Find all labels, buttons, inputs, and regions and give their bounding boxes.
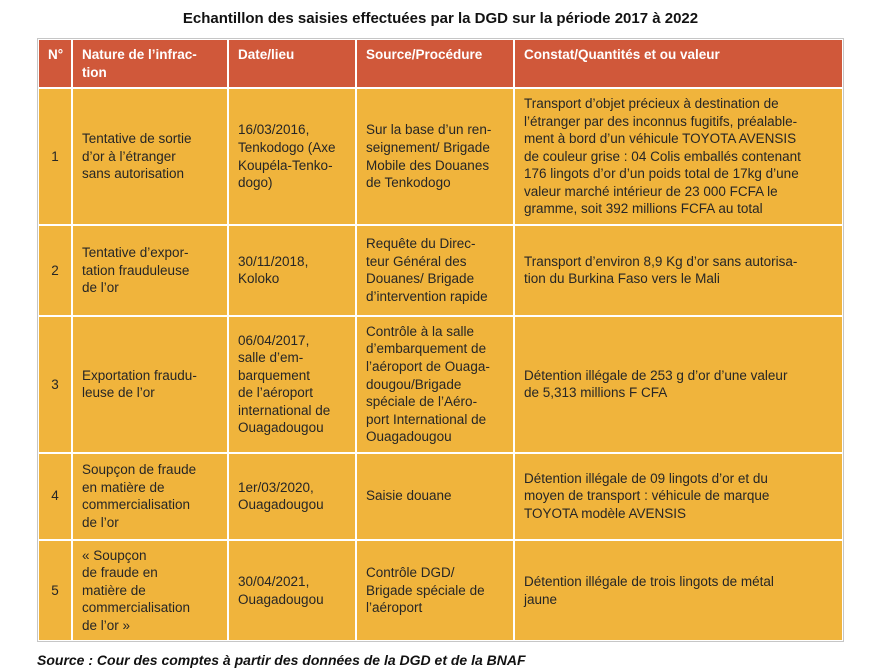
column-header-nature: Nature de l’infrac- tion [72, 39, 228, 89]
cell-source: Contrôle à la salle d’embarquement de l’… [356, 315, 514, 453]
table-row: 4 Soupçon de fraude en matière de commer… [38, 452, 843, 540]
cell-nature: Tentative d’expor- tation frauduleuse de… [72, 224, 228, 316]
table-row: 2 Tentative d’expor- tation frauduleuse … [38, 224, 843, 316]
table-row: 5 « Soupçon de fraude en matière de comm… [38, 539, 843, 642]
cell-date: 16/03/2016, Tenkodogo (Axe Koupéla-Tenko… [228, 88, 356, 225]
column-header-num: N° [38, 39, 72, 89]
cell-date: 30/04/2021, Ouagadougou [228, 539, 356, 642]
cell-constat: Détention illégale de trois lingots de m… [514, 539, 843, 642]
table-row: 3 Exportation fraudu- leuse de l’or 06/0… [38, 315, 843, 453]
cell-num: 1 [38, 88, 72, 225]
cell-nature: Soupçon de fraude en matière de commerci… [72, 452, 228, 540]
cell-source: Contrôle DGD/ Brigade spéciale de l’aéro… [356, 539, 514, 642]
cell-nature: « Soupçon de fraude en matière de commer… [72, 539, 228, 642]
cell-num: 4 [38, 452, 72, 540]
table-title: Echantillon des saisies effectuées par l… [182, 10, 699, 27]
cell-date: 06/04/2017, salle d’em- barquement de l’… [228, 315, 356, 453]
column-header-constat: Constat/Quantités et ou valeur [514, 39, 843, 89]
cell-source: Requête du Direc- teur Général des Douan… [356, 224, 514, 316]
cell-num: 5 [38, 539, 72, 642]
cell-source: Sur la base d’un ren- seignement/ Brigad… [356, 88, 514, 225]
cell-constat: Détention illégale de 09 lingots d’or et… [514, 452, 843, 540]
header-row: N° Nature de l’infrac- tion Date/lieu So… [38, 39, 843, 89]
cell-num: 2 [38, 224, 72, 316]
cell-nature: Exportation fraudu- leuse de l’or [72, 315, 228, 453]
cell-date: 30/11/2018, Koloko [228, 224, 356, 316]
seizures-table-wrapper: N° Nature de l’infrac- tion Date/lieu So… [37, 38, 844, 643]
cell-constat: Détention illégale de 253 g d’or d’une v… [514, 315, 843, 453]
cell-num: 3 [38, 315, 72, 453]
cell-constat: Transport d’objet précieux à destination… [514, 88, 843, 225]
source-note: Source : Cour des comptes à partir des d… [37, 652, 526, 669]
column-header-source: Source/Procédure [356, 39, 514, 89]
cell-date: 1er/03/2020, Ouagadougou [228, 452, 356, 540]
cell-constat: Transport d’environ 8,9 Kg d’or sans aut… [514, 224, 843, 316]
table-row: 1 Tentative de sortie d’or à l’étranger … [38, 88, 843, 225]
column-header-date: Date/lieu [228, 39, 356, 89]
seizures-table: N° Nature de l’infrac- tion Date/lieu So… [38, 39, 843, 642]
cell-source: Saisie douane [356, 452, 514, 540]
cell-nature: Tentative de sortie d’or à l’étranger sa… [72, 88, 228, 225]
